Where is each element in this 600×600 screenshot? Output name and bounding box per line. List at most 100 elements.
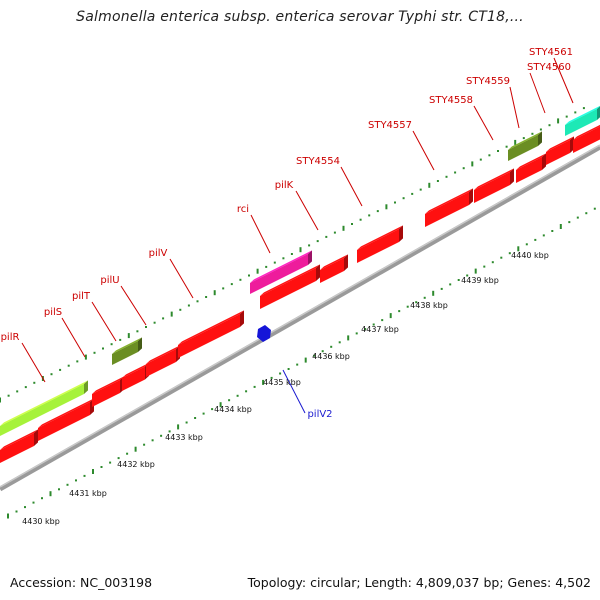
- inner-tick: [474, 268, 477, 274]
- gene-label-STY4558[interactable]: STY4558: [429, 95, 473, 106]
- gene-arrow[interactable]: [320, 254, 348, 283]
- inner-tick: [75, 479, 77, 482]
- kbp-tick-label: 4431 kbp: [69, 489, 107, 498]
- pilT-feature[interactable]: [112, 337, 142, 365]
- outer-tick: [50, 373, 53, 376]
- outer-tick: [282, 257, 285, 260]
- gene-label-STY4557[interactable]: STY4557: [368, 120, 412, 131]
- outer-tick: [385, 204, 388, 210]
- inner-tick: [245, 390, 248, 393]
- inner-tick: [457, 279, 460, 281]
- inner-tick: [168, 430, 171, 433]
- pilV2-feature[interactable]: [257, 325, 271, 342]
- leader-line: [250, 214, 271, 254]
- inner-tick: [194, 417, 197, 419]
- leader-line: [91, 301, 117, 342]
- outer-tick: [411, 192, 414, 195]
- inner-tick: [491, 261, 494, 264]
- outer-tick: [136, 330, 139, 333]
- gene-label-STY4559[interactable]: STY4559: [466, 76, 510, 87]
- leader-line: [473, 105, 494, 141]
- outer-tick: [342, 225, 345, 231]
- outer-tick: [119, 338, 122, 341]
- gene-label-pilV[interactable]: pilV: [149, 248, 168, 259]
- inner-tick: [559, 224, 562, 229]
- inner-tick: [500, 256, 503, 259]
- leader-line: [340, 166, 363, 207]
- inner-tick: [534, 238, 537, 241]
- leader-line: [553, 57, 574, 104]
- outer-tick-ring: [0, 107, 585, 403]
- outer-tick: [76, 360, 79, 363]
- gene-label-pilK[interactable]: pilK: [275, 180, 294, 191]
- inner-tick: [440, 287, 443, 290]
- inner-tick: [49, 491, 52, 497]
- outer-tick: [299, 247, 302, 253]
- STY4561-feature[interactable]: [565, 105, 600, 136]
- gene-arrow[interactable]: [516, 153, 546, 183]
- gene-label-pilR[interactable]: pilR: [1, 332, 20, 343]
- outer-tick: [505, 145, 508, 148]
- leader-line: [282, 369, 306, 414]
- inner-tick: [364, 328, 367, 330]
- outer-tick: [497, 150, 499, 152]
- gene-arrow[interactable]: [546, 136, 574, 165]
- tick-label-layer: 4430 kbp 4431 kbp 4432 kbp 4433 kbp 4434 kbp…: [22, 251, 549, 526]
- inner-tick: [432, 290, 435, 296]
- gene-arrow[interactable]: [260, 264, 320, 309]
- gene-arrow[interactable]: [357, 225, 403, 263]
- gene-arrow[interactable]: [425, 188, 473, 227]
- inner-tick: [211, 408, 214, 411]
- outer-tick: [454, 171, 457, 174]
- outer-tick: [462, 167, 465, 170]
- STY4559-feature[interactable]: [508, 131, 542, 161]
- gene-arrow[interactable]: [146, 345, 180, 377]
- gene-label-rci[interactable]: rci: [237, 204, 249, 215]
- inner-tick: [576, 216, 579, 219]
- gene-arrow[interactable]: [0, 429, 38, 463]
- inner-tick: [355, 332, 358, 335]
- outer-tick: [179, 308, 182, 311]
- leader-line: [169, 258, 194, 299]
- gene-label-STY4554[interactable]: STY4554: [296, 156, 340, 167]
- inner-tick: [151, 439, 154, 442]
- outer-tick: [230, 283, 233, 286]
- gene-label-STY4560[interactable]: STY4560: [527, 62, 571, 73]
- inner-tick: [24, 506, 26, 509]
- inner-tick: [15, 510, 18, 513]
- pilR-feature[interactable]: [0, 380, 88, 436]
- leader-line: [120, 285, 147, 326]
- gene-arrow[interactable]: [573, 123, 600, 153]
- rci-feature[interactable]: [250, 250, 312, 294]
- outer-tick: [67, 364, 70, 367]
- inner-tick: [372, 323, 375, 326]
- gene-arrow[interactable]: [474, 168, 514, 203]
- outer-tick: [419, 188, 422, 191]
- kbp-tick-label: 4432 kbp: [117, 460, 155, 469]
- backbone-line: [0, 144, 600, 492]
- inner-tick: [347, 335, 350, 341]
- gene-label-layer: pilR pilS pilT pilU pilV rci pilK STY4554 STY455…: [1, 47, 573, 420]
- outer-tick: [436, 180, 439, 182]
- inner-tick: [423, 296, 426, 299]
- gene-label-pilT[interactable]: pilT: [72, 291, 91, 302]
- inner-tick: [7, 513, 9, 519]
- gene-arrow[interactable]: [178, 310, 244, 358]
- gene-label-pilS[interactable]: pilS: [44, 307, 62, 318]
- gene-label-pilU[interactable]: pilU: [100, 275, 119, 286]
- gene-label-STY4561[interactable]: STY4561: [529, 47, 573, 58]
- outer-tick: [0, 397, 1, 403]
- outer-tick: [59, 368, 62, 371]
- outer-tick: [93, 351, 96, 354]
- gene-arrow[interactable]: [92, 376, 124, 407]
- gene-label-pilV2[interactable]: pilV2: [307, 409, 332, 420]
- outer-tick: [531, 132, 534, 135]
- gene-arrow[interactable]: [122, 362, 149, 391]
- inner-tick: [58, 488, 60, 491]
- inner-tick: [32, 501, 35, 504]
- inner-tick: [143, 443, 146, 446]
- inner-tick: [100, 466, 103, 468]
- outer-tick: [471, 161, 474, 167]
- inner-tick: [296, 363, 299, 366]
